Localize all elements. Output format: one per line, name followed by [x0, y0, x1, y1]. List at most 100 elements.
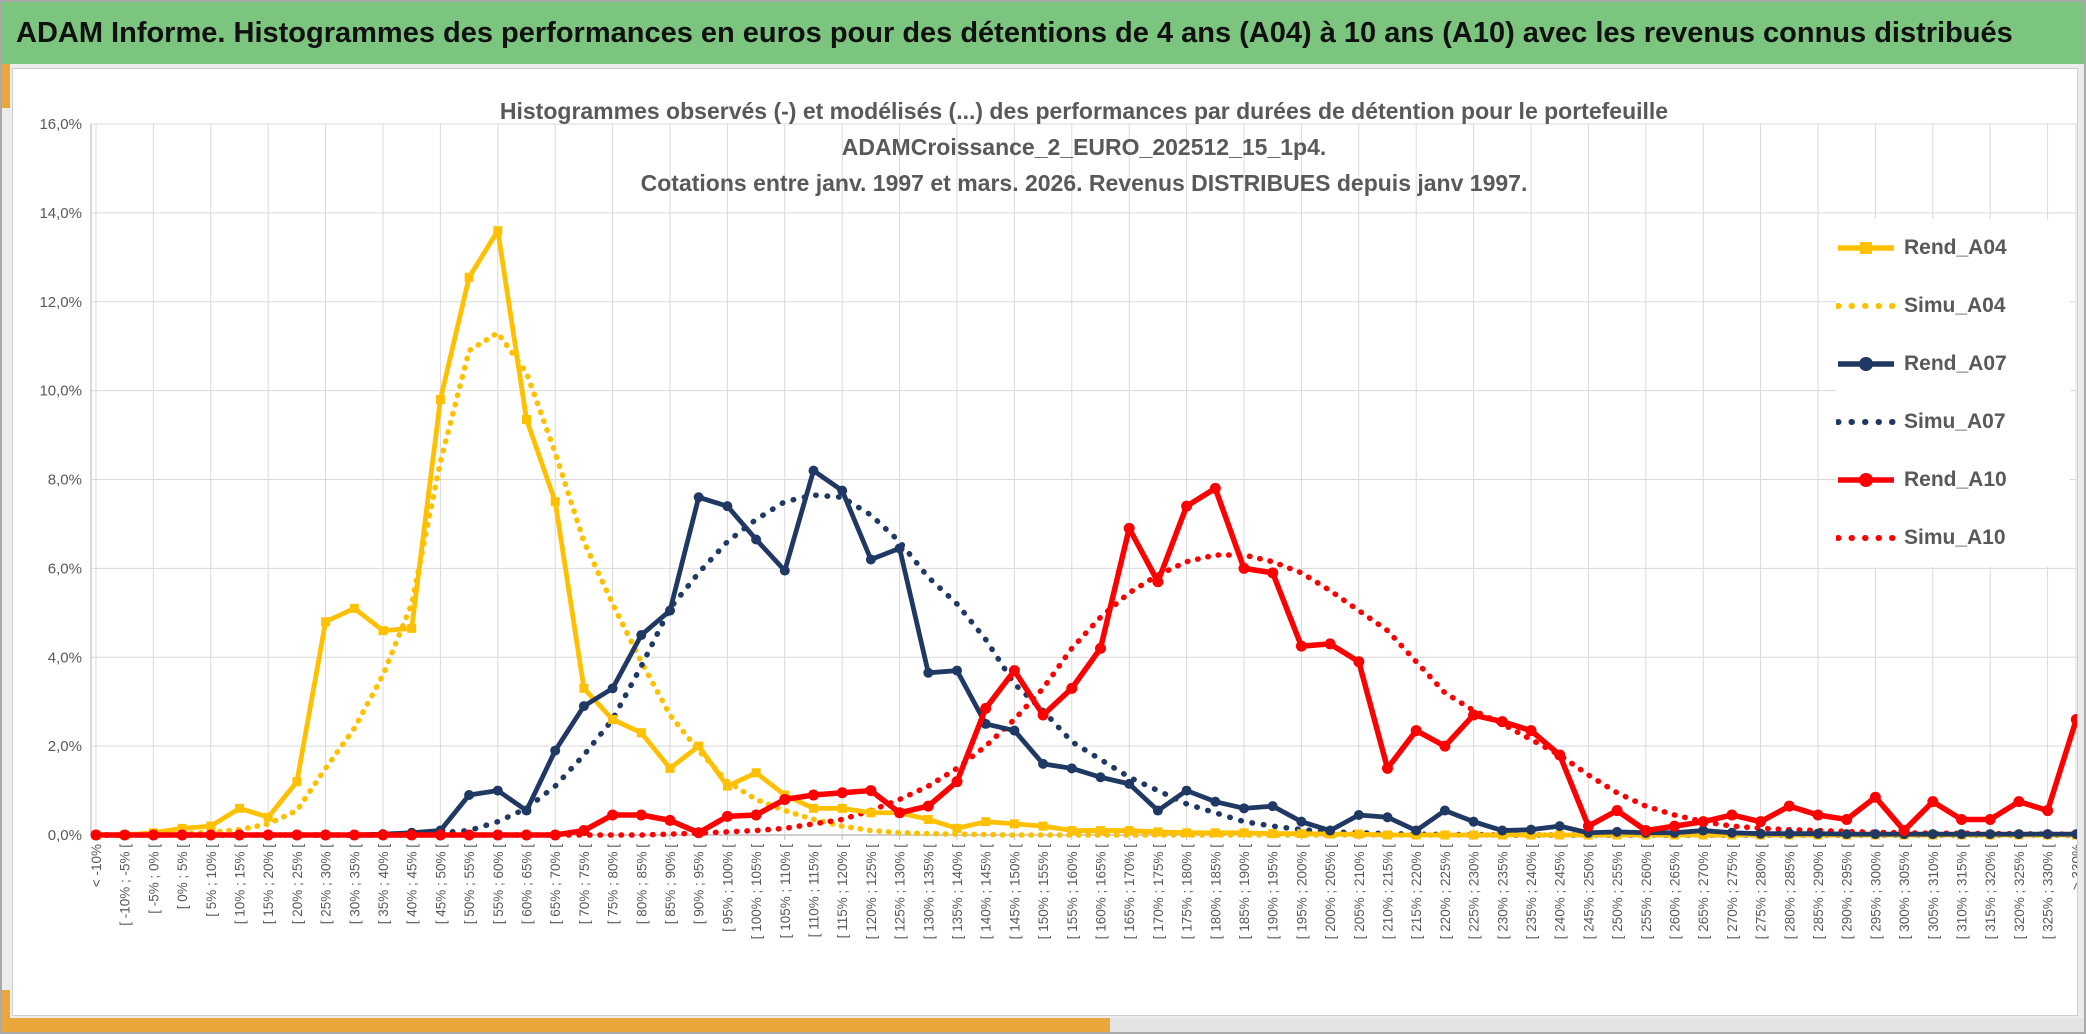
series-marker-Rend_A04: [1440, 830, 1450, 840]
series-marker-Rend_A10: [607, 809, 619, 821]
series-line-Rend_A10: [93, 485, 2077, 838]
x-tick-label: [ 190% ; 195% [: [1266, 844, 1281, 940]
series-marker-Rend_A07: [578, 701, 589, 712]
series-marker-Rend_A07: [1353, 810, 1364, 821]
series-marker-Rend_A04: [809, 803, 818, 813]
series-marker-Rend_A07: [894, 543, 905, 554]
x-tick-label: [ 15% ; 20% [: [261, 844, 276, 925]
chart-title-line-3: Cotations entre janv. 1997 et mars. 2026…: [640, 170, 1528, 196]
x-tick-label: [ 95% ; 100% [: [720, 844, 735, 932]
series-marker-Rend_A07: [1038, 758, 1049, 769]
series-marker-Rend_A10: [2042, 805, 2054, 817]
series-marker-Rend_A10: [406, 829, 418, 841]
series-marker-Rend_A04: [665, 763, 675, 773]
x-tick-label: > 330%: [2069, 844, 2077, 890]
gold-accent-strip-top: [2, 64, 10, 108]
x-tick-label: [ 260% ; 265% [: [1668, 844, 1683, 940]
x-tick-label: [ 35% ; 40% [: [376, 844, 391, 925]
series-marker-Rend_A07: [865, 554, 876, 565]
x-tick-label: [ 320% ; 325% [: [2012, 844, 2027, 940]
series-marker-Rend_A10: [1496, 716, 1508, 728]
series-marker-Rend_A07: [751, 534, 762, 545]
series-marker-Rend_A07: [1181, 785, 1192, 796]
legend-swatch-Rend_A07: [1838, 357, 1894, 371]
series-marker-Rend_A10: [176, 829, 188, 841]
series-marker-Rend_A10: [1037, 709, 1049, 721]
y-tick-label: 12,0%: [39, 294, 82, 311]
series-marker-Rend_A04: [1469, 830, 1479, 840]
series-marker-Rend_A10: [119, 829, 131, 841]
series-marker-Rend_A07: [1870, 829, 1881, 840]
legend-label: Rend_A10: [1904, 468, 2007, 491]
legend-item-Rend_A04[interactable]: Rend_A04: [1836, 219, 2070, 277]
x-tick-label: [ 180% ; 185% [: [1208, 844, 1223, 940]
series-marker-Rend_A10: [549, 829, 561, 841]
y-tick-label: 14,0%: [39, 205, 82, 222]
chart-title: Histogrammes observés (-) et modélisés (…: [91, 93, 2077, 201]
series-marker-Rend_A10: [1898, 825, 1910, 837]
x-tick-label: [ 70% ; 75% [: [577, 844, 592, 925]
x-tick-label: [ 110% ; 115% [: [807, 844, 822, 938]
series-marker-Rend_A10: [1956, 813, 1967, 825]
x-tick-label: [ 40% ; 45% [: [405, 844, 420, 925]
series-marker-Rend_A04: [493, 226, 503, 236]
series-marker-Rend_A04: [1354, 829, 1364, 839]
x-tick-label: [ 80% ; 85% [: [634, 844, 649, 925]
series-marker-Rend_A04: [866, 808, 876, 818]
series-marker-Rend_A10: [1582, 820, 1594, 832]
series-marker-Rend_A04: [1239, 828, 1249, 838]
x-tick-label: [ 205% ; 210% [: [1352, 844, 1367, 940]
series-marker-Rend_A04: [349, 603, 359, 613]
x-tick-label: [ 5% ; 10% [: [204, 844, 219, 917]
series-marker-Rend_A07: [1755, 828, 1766, 839]
series-marker-Rend_A04: [235, 803, 244, 813]
series-marker-Rend_A04: [263, 812, 273, 822]
legend-swatch-Rend_A10: [1838, 473, 1894, 487]
series-line-Rend_A07: [93, 468, 2077, 838]
series-marker-Rend_A10: [1783, 800, 1795, 812]
series-marker-Rend_A10: [291, 829, 303, 841]
series-marker-Rend_A07: [1956, 829, 1967, 840]
series-marker-Rend_A07: [1841, 829, 1852, 840]
series-marker-Rend_A07: [923, 667, 934, 678]
legend-item-Simu_A04[interactable]: Simu_A04: [1836, 277, 2070, 335]
x-tick-label: [ 100% ; 105% [: [749, 844, 764, 940]
legend-item-Simu_A07[interactable]: Simu_A07: [1836, 393, 2070, 451]
series-marker-Rend_A04: [321, 617, 331, 627]
x-tick-label: [ 250% ; 255% [: [1610, 844, 1625, 940]
series-marker-Rend_A07: [636, 630, 647, 641]
series-marker-Rend_A07: [665, 605, 675, 616]
x-tick-label: [ 210% ; 215% [: [1381, 844, 1396, 940]
header-banner: ADAM Informe. Histogrammes des performan…: [2, 2, 2084, 64]
x-tick-label: [ 140% ; 145% [: [979, 844, 994, 940]
series-marker-Rend_A04: [636, 728, 646, 738]
x-tick-label: [ 65% ; 70% [: [548, 844, 563, 925]
gold-accent-bar-bottom: [2, 1018, 1110, 1032]
x-tick-label: [ 200% ; 205% [: [1323, 844, 1338, 940]
legend-item-Rend_A07[interactable]: Rend_A07: [1836, 335, 2070, 393]
series-marker-Rend_A10: [1841, 813, 1853, 825]
series-marker-Rend_A10: [1525, 725, 1537, 737]
x-tick-label: [ 325% ; 330% [: [2041, 844, 2056, 940]
series-marker-Rend_A10: [377, 829, 389, 841]
series-marker-Rend_A04: [1067, 826, 1077, 836]
series-marker-Rend_A10: [434, 829, 446, 841]
series-marker-Rend_A07: [808, 465, 819, 476]
legend-item-Rend_A10[interactable]: Rend_A10: [1836, 451, 2070, 509]
series-marker-Rend_A07: [1325, 825, 1336, 836]
grey-bar-bottom: [1110, 1018, 2084, 1032]
legend-item-Simu_A10[interactable]: Simu_A10: [1836, 509, 2070, 567]
series-marker-Rend_A04: [522, 415, 531, 425]
chart-object[interactable]: 16,0% 14,0% 12,0% 10,0% 8,0% 6,0% 4,0% 2,0% 0,0%…: [12, 68, 2078, 1016]
series-marker-Rend_A04: [579, 683, 589, 693]
page-title: ADAM Informe. Histogrammes des performan…: [16, 16, 2013, 49]
series-marker-Rend_A07: [1468, 816, 1479, 827]
x-tick-label: [ 215% ; 220% [: [1409, 844, 1424, 940]
series-marker-Rend_A10: [2070, 713, 2077, 725]
series-marker-Rend_A04: [407, 623, 417, 633]
x-tick-label: [ 45% ; 50% [: [433, 844, 448, 925]
series-marker-Rend_A07: [952, 665, 962, 676]
series-marker-Rend_A07: [1296, 816, 1307, 827]
legend-swatch-Simu_A07: [1836, 419, 1897, 425]
